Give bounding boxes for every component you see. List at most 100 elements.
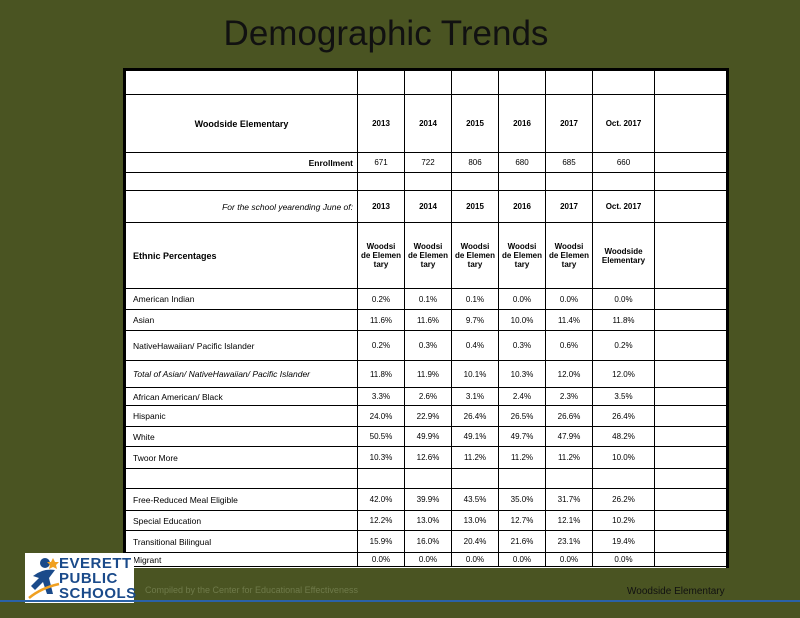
logo-line-3: SCHOOLS <box>59 585 137 602</box>
row-value: 35.0% <box>498 488 546 511</box>
year-header: 2016 <box>498 94 546 153</box>
row-value: 0.1% <box>404 288 452 310</box>
table-row: Special Education 12.2% 13.0% 13.0% 12.7% 12.… <box>125 510 726 531</box>
row-value: 26.2% <box>592 488 655 511</box>
school-column-header: Woodsi de Elemen tary <box>545 222 593 289</box>
row-label: Total of Asian/ NativeHawaiian/ Pacific … <box>125 360 358 388</box>
row-label: Hispanic <box>125 405 358 427</box>
table-row: Free-Reduced Meal Eligible 42.0% 39.9% 43.5… <box>125 488 726 511</box>
empty-cell <box>654 405 726 427</box>
row-value: 0.0% <box>545 288 593 310</box>
empty-cell <box>404 172 452 191</box>
row-value: 0.0% <box>404 552 452 567</box>
empty-cell <box>592 172 655 191</box>
row-value: 10.1% <box>451 360 499 388</box>
row-value: 12.6% <box>404 446 452 469</box>
empty-cell <box>451 468 499 489</box>
empty-cell <box>125 172 358 191</box>
empty-cell <box>404 468 452 489</box>
enrollment-value: 671 <box>357 152 405 173</box>
table-row: NativeHawaiian/ Pacific Islander 0.2% 0.3%… <box>125 330 726 361</box>
row-value: 0.2% <box>357 330 405 361</box>
footer-school-name: Woodside Elementary <box>627 586 725 597</box>
year-header: Oct. 2017 <box>592 94 655 153</box>
row-value: 13.0% <box>404 510 452 531</box>
row-value: 0.3% <box>498 330 546 361</box>
school-column-header: Woodsi de Elemen tary <box>357 222 405 289</box>
empty-cell <box>545 172 593 191</box>
row-value: 16.0% <box>404 530 452 553</box>
row-value: 2.6% <box>404 387 452 406</box>
school-column-header: Woodside Elementary <box>592 222 655 289</box>
empty-cell <box>654 426 726 447</box>
row-label: Migrant <box>125 552 358 567</box>
year-header: 2015 <box>451 94 499 153</box>
table-row: Hispanic 24.0% 22.9% 26.4% 26.5% 26.6% 26.4% <box>125 405 726 427</box>
empty-cell <box>654 387 726 406</box>
empty-cell <box>654 222 726 289</box>
everett-public-schools-logo: EVERETT PUBLIC SCHOOLS <box>25 553 137 603</box>
row-value: 11.8% <box>357 360 405 388</box>
empty-cell <box>654 190 726 223</box>
row-value: 0.0% <box>498 552 546 567</box>
row-value: 47.9% <box>545 426 593 447</box>
row-value: 11.2% <box>498 446 546 469</box>
school-header: Woodside Elementary <box>125 94 358 153</box>
empty-cell <box>654 446 726 469</box>
row-value: 19.4% <box>592 530 655 553</box>
empty-cell <box>654 488 726 511</box>
empty-cell <box>654 330 726 361</box>
school-column-header: Woodsi de Elemen tary <box>404 222 452 289</box>
row-value: 0.0% <box>357 552 405 567</box>
empty-cell <box>357 172 405 191</box>
empty-cell <box>451 70 499 95</box>
year-header: 2014 <box>404 94 452 153</box>
row-value: 9.7% <box>451 309 499 331</box>
row-value: 12.0% <box>592 360 655 388</box>
row-value: 0.0% <box>545 552 593 567</box>
row-value: 10.0% <box>498 309 546 331</box>
table-row: American Indian0.2%0.1%0.1%0.0%0.0%0.0%-… <box>125 288 726 310</box>
empty-cell <box>654 552 726 567</box>
year-header: 2013 <box>357 190 405 223</box>
empty-cell <box>654 288 726 310</box>
ethnic-header-row: Ethnic Percentages Woodsi de Elemen tary W… <box>125 222 726 289</box>
empty-cell <box>451 172 499 191</box>
row-value: 48.2% <box>592 426 655 447</box>
runner-figure-icon <box>28 558 60 599</box>
row-value: 12.2% <box>357 510 405 531</box>
spacer-row <box>125 70 726 95</box>
row-value: 11.2% <box>451 446 499 469</box>
enrollment-label: Enrollment <box>125 152 358 173</box>
table-row: Total of Asian/ NativeHawaiian/ Pacific … <box>125 360 726 388</box>
empty-cell <box>654 510 726 531</box>
row-value: 22.9% <box>404 405 452 427</box>
spacer-row <box>125 468 726 489</box>
row-value: 0.0% <box>592 552 655 567</box>
empty-cell <box>592 468 655 489</box>
year-header: Oct. 2017 <box>592 190 655 223</box>
row-value: 11.6% <box>357 309 405 331</box>
row-label: NativeHawaiian/ Pacific Islander <box>125 330 358 361</box>
row-value: 2.4% <box>498 387 546 406</box>
row-label: Twoor More <box>125 446 358 469</box>
empty-cell <box>545 70 593 95</box>
enrollment-value: 685 <box>545 152 593 173</box>
empty-cell <box>498 70 546 95</box>
empty-cell <box>654 360 726 388</box>
table-row: Twoor More 10.3% 12.6% 11.2% 11.2% 11.2% 10.0%… <box>125 446 726 469</box>
row-label: Transitional Bilingual <box>125 530 358 553</box>
row-value: 12.7% <box>498 510 546 531</box>
enrollment-value: 680 <box>498 152 546 173</box>
demographics-table: Woodside Elementary 2013 2014 2015 2016 2017 O… <box>123 68 729 568</box>
row-value: 24.0% <box>357 405 405 427</box>
row-value: 31.7% <box>545 488 593 511</box>
empty-cell <box>592 70 655 95</box>
year-header: 2017 <box>545 94 593 153</box>
row-value: 3.1% <box>451 387 499 406</box>
row-value: 26.4% <box>592 405 655 427</box>
row-value: 11.9% <box>404 360 452 388</box>
row-value: 12.1% <box>545 510 593 531</box>
row-value: 23.1% <box>545 530 593 553</box>
